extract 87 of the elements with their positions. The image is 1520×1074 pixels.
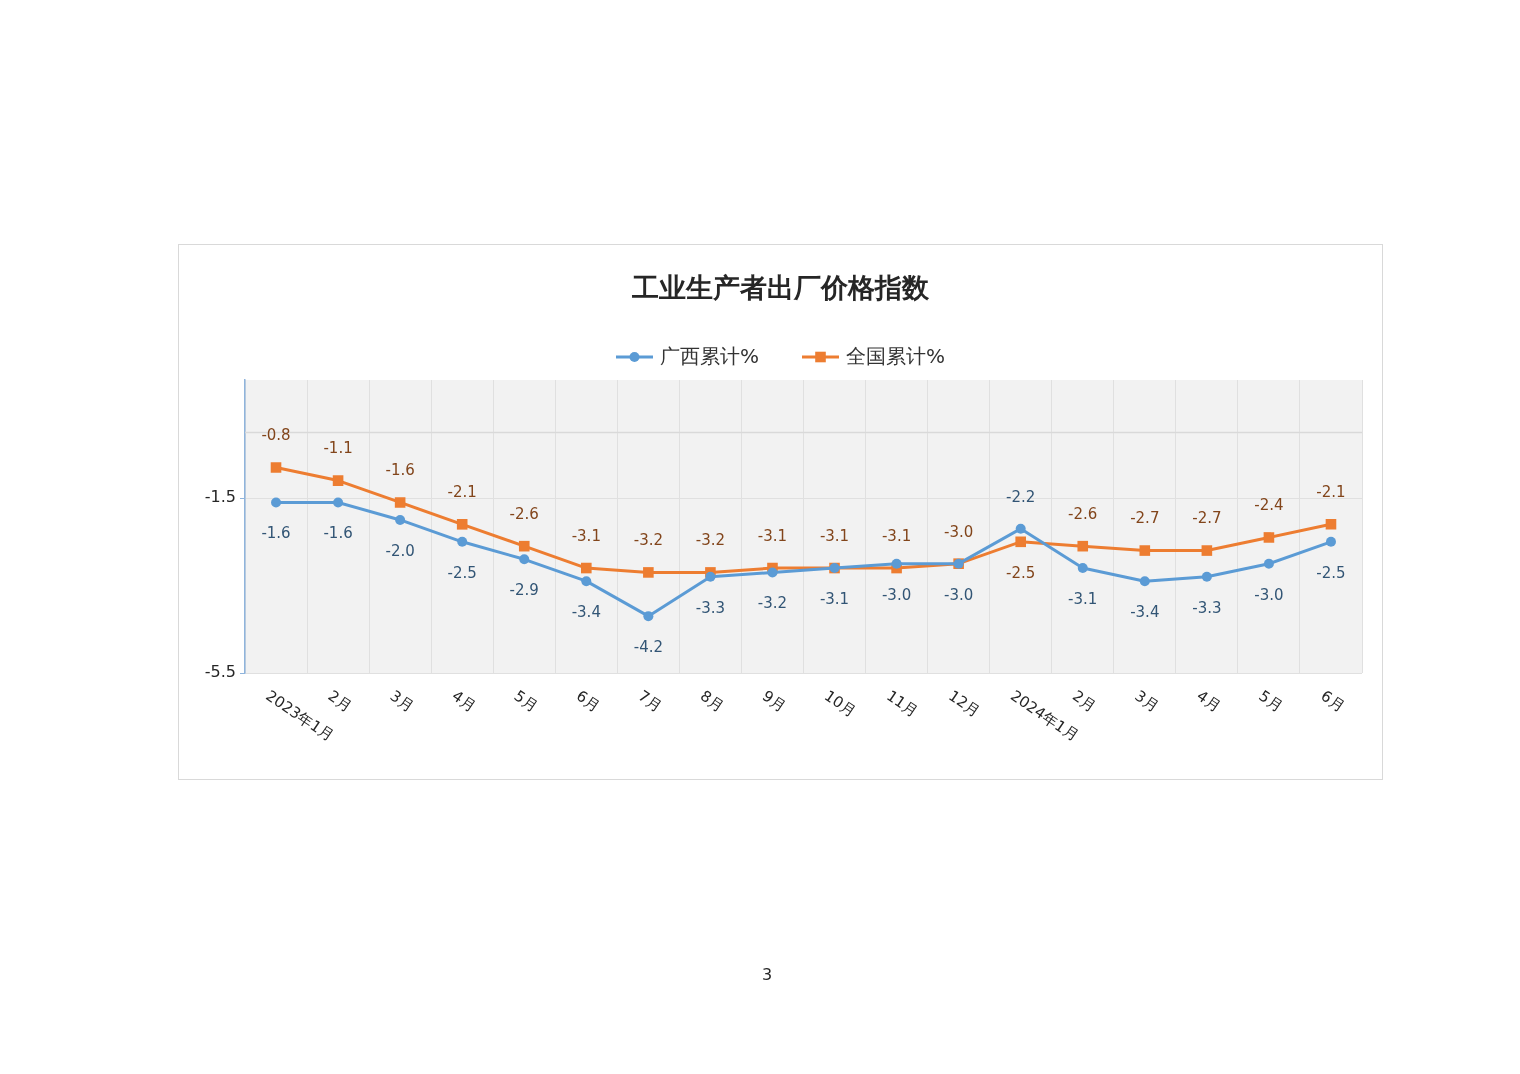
x-tick-label: 3月 xyxy=(1131,686,1162,716)
point xyxy=(1077,540,1089,552)
x-tick-label: 4月 xyxy=(448,686,480,716)
data-label: -3.3 xyxy=(1192,598,1222,617)
point xyxy=(1139,545,1151,556)
point xyxy=(1325,536,1336,547)
data-label: -2.7 xyxy=(1192,509,1222,528)
data-label: -2.4 xyxy=(1254,496,1284,515)
data-label: -3.3 xyxy=(695,598,726,617)
point xyxy=(891,558,902,569)
data-label: -2.6 xyxy=(1068,505,1098,524)
data-label: -3.4 xyxy=(1130,603,1160,622)
x-tick-label: 7月 xyxy=(634,686,666,716)
point xyxy=(1325,519,1337,530)
point xyxy=(271,497,282,508)
x-tick-label: 5月 xyxy=(1255,686,1286,716)
point xyxy=(1015,536,1026,548)
data-label: -3.0 xyxy=(944,585,974,604)
point xyxy=(395,514,406,525)
x-tick-label: 9月 xyxy=(759,686,790,716)
x-tick-label: 6月 xyxy=(572,686,604,716)
text: 3 xyxy=(760,965,774,984)
point xyxy=(643,567,654,578)
data-label: -1.6 xyxy=(323,524,353,543)
point xyxy=(1201,545,1213,556)
legend-label: 广西累计% xyxy=(660,344,760,369)
data-label: -3.0 xyxy=(944,522,974,541)
data-label: -3.1 xyxy=(1068,589,1098,608)
x-tick-label: 12月 xyxy=(945,686,984,721)
data-label: -2.5 xyxy=(1006,563,1036,582)
data-label: -3.4 xyxy=(571,603,601,622)
x-tick-label: 3月 xyxy=(386,686,418,716)
data-label: -4.2 xyxy=(633,638,663,657)
x-tick-label: 2月 xyxy=(1069,686,1100,716)
point xyxy=(518,540,530,552)
data-label: -2.1 xyxy=(1316,483,1346,502)
data-label: -2.1 xyxy=(447,483,477,502)
data-label: -2.9 xyxy=(509,581,539,600)
data-label: -2.2 xyxy=(1006,487,1036,506)
data-label: -3.1 xyxy=(757,526,788,545)
y-tick-label: -5.5 xyxy=(204,662,236,682)
x-tick-label: 10月 xyxy=(821,686,860,721)
point xyxy=(394,497,406,508)
data-label: -3.2 xyxy=(757,594,788,613)
data-label: -1.6 xyxy=(385,461,415,480)
data-label: -1.1 xyxy=(323,439,353,458)
point xyxy=(643,611,654,622)
data-label: -2.7 xyxy=(1130,509,1160,528)
data-label: -3.1 xyxy=(571,526,601,545)
legend-label: 全国累计% xyxy=(846,344,946,369)
data-label: -3.0 xyxy=(881,585,912,604)
point xyxy=(333,497,344,508)
data-label: -3.2 xyxy=(633,531,663,550)
data-label: -3.1 xyxy=(819,589,850,608)
point xyxy=(1077,563,1088,574)
point xyxy=(581,562,592,574)
data-label: -2.5 xyxy=(447,563,477,582)
point xyxy=(705,571,716,582)
x-tick-label: 4月 xyxy=(1193,686,1224,716)
data-label: -2.5 xyxy=(1316,563,1346,582)
data-label: -3.1 xyxy=(819,526,850,545)
data-label: -1.6 xyxy=(261,524,291,543)
point xyxy=(456,519,468,530)
point xyxy=(1139,576,1150,587)
chart-title: 工业生产者出厂价格指数 xyxy=(631,272,930,304)
data-label: -3.2 xyxy=(695,531,726,550)
x-tick-label: 11月 xyxy=(883,686,922,721)
x-tick-label: 5月 xyxy=(510,686,542,716)
point xyxy=(457,536,468,547)
y-tick-label: -1.5 xyxy=(204,487,236,507)
data-label: -3.1 xyxy=(881,526,912,545)
point xyxy=(1015,523,1026,534)
data-label: -0.8 xyxy=(261,426,291,445)
point xyxy=(767,567,778,578)
data-label: -2.0 xyxy=(385,541,415,560)
point xyxy=(1201,571,1212,582)
point xyxy=(519,554,530,565)
data-label: -3.0 xyxy=(1254,585,1284,604)
point xyxy=(581,576,592,587)
point xyxy=(270,462,282,473)
data-label: -2.6 xyxy=(509,505,539,524)
x-tick-label: 8月 xyxy=(697,686,728,716)
point xyxy=(332,475,344,486)
x-tick-label: 6月 xyxy=(1317,686,1348,716)
point xyxy=(1263,558,1274,569)
x-tick-label: 2月 xyxy=(324,686,356,716)
point xyxy=(1263,532,1275,543)
